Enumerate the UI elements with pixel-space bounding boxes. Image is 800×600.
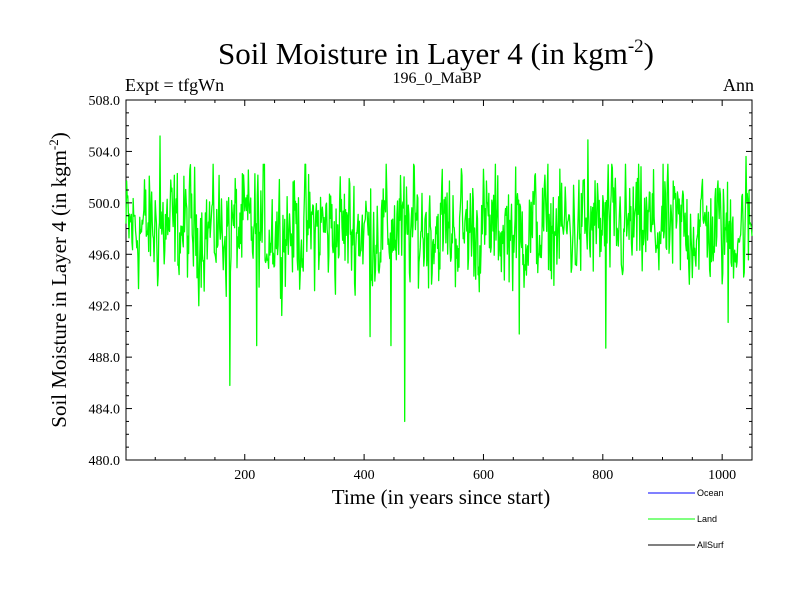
x-axis: 200 400 600 800 1000: [154, 100, 753, 483]
x-tick-label: 600: [473, 468, 494, 483]
period-label: 196_0_MaBP: [393, 70, 482, 87]
x-axis-label: Time (in years since start): [332, 485, 551, 509]
land-series-line: [125, 135, 753, 423]
x-tick-label: 1000: [708, 468, 736, 483]
y-tick-label: 508.0: [89, 94, 121, 109]
y-axis: 480.0 484.0 488.0 492.0 496.0 500.0 504.0 508.0: [89, 94, 752, 469]
y-tick-label: 480.0: [89, 454, 121, 469]
y-tick-label: 492.0: [89, 300, 121, 315]
y-tick-label: 488.0: [89, 351, 121, 366]
land-series: [125, 135, 753, 423]
y-tick-label: 504.0: [89, 145, 121, 160]
x-tick-label: 800: [592, 468, 613, 483]
legend: Ocean Land AllSurf: [648, 488, 724, 550]
legend-land-label: Land: [697, 514, 717, 524]
chart-title: Soil Moisture in Layer 4 (in kgm-2): [218, 36, 654, 71]
y-tick-label: 496.0: [89, 248, 121, 263]
legend-allsurf-label: AllSurf: [697, 540, 724, 550]
season-label: Ann: [723, 75, 754, 95]
y-tick-label: 500.0: [89, 197, 121, 212]
legend-ocean-label: Ocean: [697, 488, 724, 498]
x-tick-label: 400: [354, 468, 375, 483]
x-tick-label: 200: [234, 468, 255, 483]
expt-label: Expt = tfgWn: [125, 75, 224, 95]
y-tick-label: 484.0: [89, 403, 121, 418]
y-axis-label: Soil Moisture in Layer 4 (in kgm-2): [46, 132, 71, 427]
